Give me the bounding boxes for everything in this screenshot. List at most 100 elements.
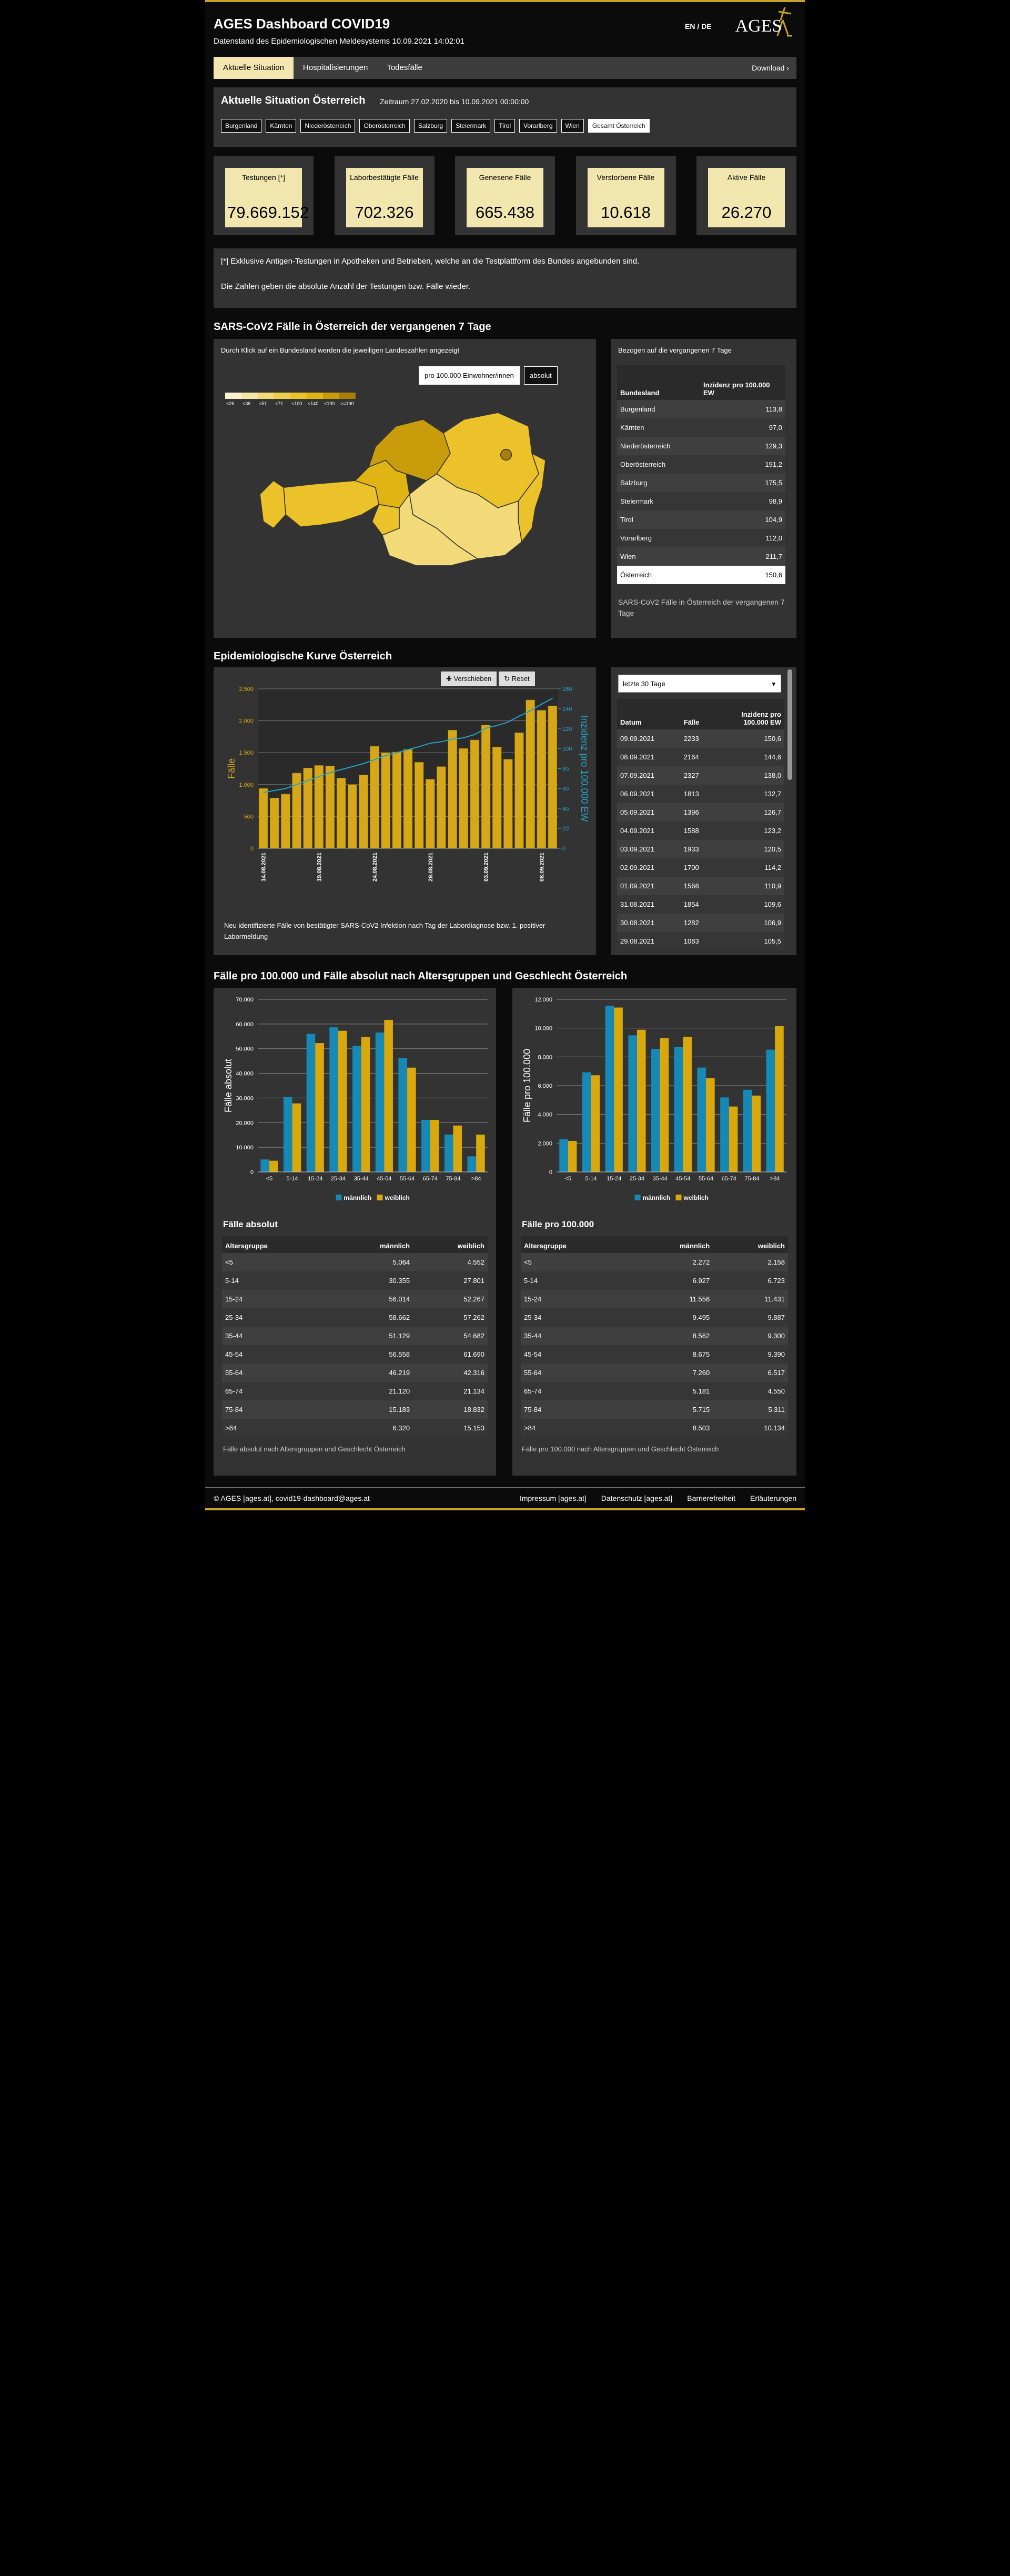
legend-label: weiblich (385, 1194, 410, 1201)
table-header-row: Altersgruppe männlich weiblich (222, 1236, 488, 1253)
kpi-value: 26.270 (721, 203, 772, 222)
austria-map (259, 413, 546, 566)
table-cell: 15.153 (463, 1424, 484, 1432)
mode-button[interactable]: pro 100.000 Einwohner/innen (419, 366, 520, 385)
table-row: 5-14 30.355 27.801 (222, 1271, 488, 1290)
table-row: 29.08.2021 1083 105,5 (617, 932, 784, 950)
bar (306, 1034, 316, 1172)
y2-tick-label: 80 (562, 766, 569, 773)
lang-de[interactable]: DE (701, 22, 712, 31)
table-cell: 1282 (683, 919, 699, 927)
table-header: Altersgruppe (225, 1242, 268, 1250)
bar (407, 1067, 416, 1172)
scrollbar[interactable] (787, 669, 792, 780)
map-region-tirol[interactable] (283, 480, 380, 528)
table-cell: 105,5 (764, 937, 781, 945)
tab[interactable]: Hospitalisierungen (302, 63, 368, 72)
table-cell: 15.183 (389, 1406, 410, 1414)
age-panel: 0 2.000 4.000 6.000 8.000 10.000 12.000 Fälle p… (512, 988, 796, 1476)
table-cell: 04.09.2021 (620, 827, 655, 835)
table-cell: Vorarlberg (620, 534, 652, 542)
table-cell: >84 (524, 1424, 536, 1432)
table-cell: 144,6 (764, 753, 781, 761)
table-cell: Tirol (620, 516, 633, 524)
table-row: 35-44 51.129 54.682 (222, 1327, 488, 1345)
table-cell: 11.431 (764, 1295, 785, 1303)
region-button[interactable]: Salzburg (413, 119, 448, 133)
y-axis-label: Fälle absolut (223, 1059, 234, 1112)
table-header: Altersgruppe (524, 1242, 567, 1250)
lang-en[interactable]: EN (685, 22, 695, 31)
kpi-inner: Verstorbene Fälle 10.618 (587, 168, 664, 227)
legend-label: männlich (643, 1194, 671, 1201)
map-region-kaernten[interactable] (381, 493, 479, 566)
incidence-caption-top: Bezogen auf die vergangenen 7 Tage (618, 346, 732, 354)
tab-bar: Aktuelle Situation Hospitalisierungen Tode… (214, 57, 796, 79)
footer-link[interactable]: Barrierefreiheit (687, 1494, 736, 1502)
table-cell: 1813 (683, 790, 699, 798)
legend-label: <140 (308, 401, 318, 406)
y-tick-label: 4.000 (538, 1112, 552, 1118)
region-button[interactable]: Oberösterreich (359, 119, 410, 133)
table-title: Fälle absolut (223, 1219, 278, 1229)
tab[interactable]: Todesfälle (387, 63, 422, 72)
x-tick-label: 14.08.2021 (261, 853, 267, 881)
mode-button[interactable]: absolut (523, 366, 558, 385)
age-chart: 0 2.000 4.000 6.000 8.000 10.000 12.000 Fälle p… (522, 997, 786, 1201)
table-header: Bundesland (620, 389, 660, 397)
footer-link[interactable]: Impressum [ages.at] (519, 1494, 587, 1502)
table-row: 75-84 5.715 5.311 (521, 1400, 788, 1419)
table-row: >84 8.503 10.134 (521, 1419, 788, 1437)
table-header: männlich (380, 1242, 410, 1250)
lang-separator: / (697, 22, 700, 31)
epi-table-panel: letzte 30 Tage ▾ Datum Fälle Inzidenz pro… (611, 667, 796, 955)
situation-title: Aktuelle Situation Österreich (221, 95, 366, 106)
bar (514, 732, 524, 849)
region-button[interactable]: Tirol (494, 119, 516, 133)
reset-label: Reset (511, 675, 530, 683)
table-header: männlich (680, 1242, 710, 1250)
chart-controls: ✚ Verschieben ↻ Reset (439, 671, 535, 686)
table-cell: 57.262 (463, 1314, 484, 1321)
logo[interactable]: AGES (726, 4, 800, 48)
table-cell: 6.723 (767, 1277, 785, 1285)
bar (526, 699, 535, 849)
region-button[interactable]: Gesamt Österreich (588, 119, 650, 133)
map-region-wien[interactable] (500, 449, 512, 461)
table-cell: 07.09.2021 (620, 771, 655, 779)
map-region-vorarlberg[interactable] (259, 480, 286, 529)
reset-button[interactable]: ↻ Reset (499, 671, 535, 686)
y2-axis-label: Inzidenz pro 100.000 EW (579, 715, 590, 821)
table-cell: 08.09.2021 (620, 753, 655, 761)
x-tick-label: 15-24 (308, 1176, 322, 1182)
region-button[interactable]: Niederösterreich (300, 119, 356, 133)
bar (260, 1159, 269, 1172)
region-button[interactable]: Wien (561, 119, 584, 133)
section-title: Epidemiologische Kurve Österreich (214, 650, 392, 662)
table-row: 03.09.2021 1933 120,5 (617, 840, 784, 858)
region-button[interactable]: Vorarlberg (519, 119, 557, 133)
download-link[interactable]: Download › (752, 64, 789, 72)
bar (559, 1139, 568, 1172)
legend-swatch (225, 393, 241, 399)
table-row: 55-64 7.260 6.517 (521, 1364, 788, 1382)
table-row: 01.09.2021 1566 110,9 (617, 877, 784, 895)
kpi-label: Verstorbene Fälle (597, 173, 655, 182)
tab[interactable]: Aktuelle Situation (214, 57, 294, 79)
region-button[interactable]: Steiermark (451, 119, 491, 133)
footer-link[interactable]: Datenschutz [ages.at] (601, 1494, 673, 1502)
table-cell: <5 (524, 1258, 532, 1266)
x-tick-label: 03.09.2021 (483, 853, 490, 881)
bar (720, 1097, 729, 1172)
region-button[interactable]: Burgenland (221, 119, 262, 133)
y-tick-label: 60.000 (236, 1021, 254, 1028)
table-row: 25-34 9.495 9.887 (521, 1308, 788, 1327)
x-tick-label: >84 (770, 1176, 780, 1182)
bar (361, 1037, 370, 1172)
region-button[interactable]: Kärnten (266, 119, 297, 133)
region-buttons: Burgenland Kärnten Niederösterreich Oberöst… (221, 119, 654, 133)
pan-button[interactable]: ✚ Verschieben (441, 671, 497, 686)
footer-link[interactable]: Erläuterungen (750, 1494, 796, 1502)
range-select[interactable]: letzte 30 Tage ▾ (618, 675, 781, 693)
table-cell: 56.014 (389, 1295, 410, 1303)
